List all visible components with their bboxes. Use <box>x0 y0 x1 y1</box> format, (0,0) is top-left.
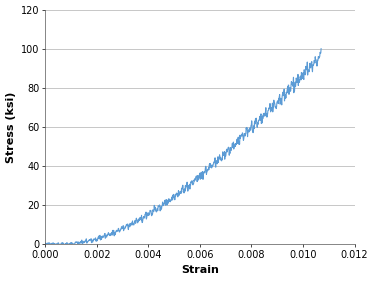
X-axis label: Strain: Strain <box>181 266 219 275</box>
Y-axis label: Stress (ksi): Stress (ksi) <box>6 91 16 163</box>
